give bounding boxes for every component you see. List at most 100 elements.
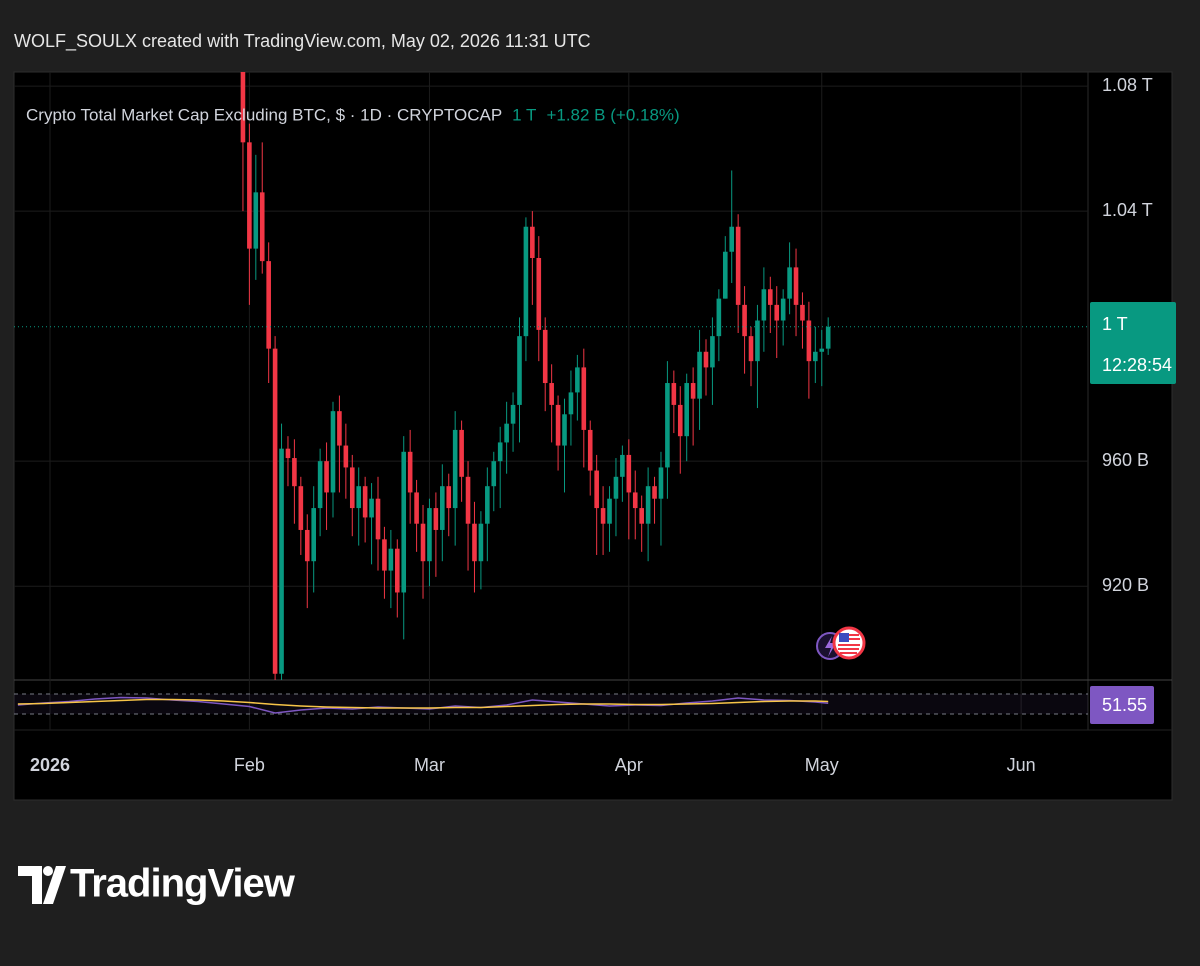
candle-body: [491, 461, 497, 487]
candle-body: [317, 461, 323, 509]
candle-body: [729, 226, 735, 252]
chart-panel: [13, 71, 1173, 801]
candle-body: [774, 304, 780, 321]
rsi-line: [17, 698, 829, 709]
candle-body: [292, 458, 297, 487]
candle-body: [427, 508, 432, 562]
candle-body: [626, 454, 632, 493]
candle-body: [298, 486, 304, 530]
candle-body: [311, 508, 316, 562]
x-tick-label: Jun: [1007, 755, 1036, 775]
countdown: 12:28:54: [1102, 355, 1172, 375]
candle-body: [407, 451, 413, 493]
candle-body: [819, 348, 825, 352]
candle-body: [452, 429, 458, 509]
candle-body: [710, 336, 715, 368]
candle-body: [787, 267, 792, 299]
legend: Crypto Total Market Cap Excluding BTC, $…: [26, 105, 680, 124]
rsi-label-value: 51.55: [1102, 695, 1147, 715]
rsi-band-fill: [14, 694, 1088, 714]
candle-body: [742, 304, 747, 337]
candle-body: [433, 508, 439, 530]
candle-body: [478, 523, 484, 562]
rsi-line: [17, 696, 829, 714]
candle-body: [388, 548, 394, 571]
candle-body: [459, 429, 464, 477]
logo: TradingView: [18, 862, 297, 906]
candle-body: [510, 404, 516, 424]
candle-body: [523, 226, 529, 337]
candle-body: [703, 351, 709, 368]
y-tick-label: 920 B: [1102, 575, 1149, 595]
candle-body: [285, 448, 291, 459]
candle-body: [658, 467, 664, 499]
candle-body: [240, 72, 246, 143]
axes: 920 B 960 B 1.04 T 1.08 T 2026 Feb Mar Apr May Ju…: [30, 75, 1153, 775]
candle-body: [382, 539, 387, 571]
candle-body: [813, 351, 818, 362]
x-tick-label: Mar: [414, 755, 445, 775]
candle-body: [472, 523, 477, 562]
candle-body: [793, 267, 799, 305]
candle-body: [575, 367, 580, 393]
candles: [14, 72, 1088, 680]
candle-body: [485, 486, 490, 524]
candle-body: [369, 498, 374, 518]
candle-body: [375, 498, 381, 540]
candle-body: [690, 383, 696, 399]
candle-body: [677, 404, 683, 437]
candle-body: [671, 383, 677, 405]
legend-change: +1.82 B (+0.18%): [546, 105, 679, 124]
candle-body: [337, 411, 342, 446]
grid: [14, 72, 1088, 730]
candle-body: [324, 461, 329, 493]
y-tick-label: 1.08 T: [1102, 75, 1153, 95]
rsi-label-box: [1090, 686, 1154, 724]
logo-slash: [43, 866, 66, 904]
candle-body: [825, 326, 831, 349]
candle-body: [530, 226, 535, 258]
candle-body: [716, 298, 722, 337]
candle-body: [780, 298, 786, 321]
candle-body: [607, 498, 612, 524]
header: WOLF_SOULX created with TradingView.com,…: [14, 31, 591, 52]
candle-body: [279, 448, 284, 674]
flag-stripes: [838, 634, 860, 654]
candle-body: [420, 523, 426, 562]
candle-body: [748, 336, 754, 362]
candle-body: [440, 486, 445, 530]
candle-body: [652, 486, 657, 499]
x-tick-label: Feb: [234, 755, 265, 775]
candle-body: [394, 548, 400, 593]
candle-body: [465, 476, 471, 524]
candle-body: [542, 329, 548, 384]
candle-body: [266, 261, 271, 349]
candle-body: [665, 383, 670, 468]
candle-body: [349, 467, 355, 509]
candle-body: [645, 486, 651, 524]
candle-body: [555, 404, 561, 446]
candle-body: [343, 445, 349, 468]
candle-body: [735, 226, 741, 305]
x-tick-label: 2026: [30, 755, 70, 775]
candle-body: [247, 142, 252, 249]
y-tick-label: 1.04 T: [1102, 200, 1153, 220]
logo-mark: [18, 866, 42, 904]
event-icons: [816, 626, 866, 660]
candle-body: [684, 383, 689, 437]
logo-text: TradingView: [70, 862, 296, 906]
candle-body: [517, 336, 522, 405]
candle-body: [536, 257, 542, 330]
candle-body: [330, 411, 336, 493]
candle-body: [581, 367, 587, 430]
candle-body: [632, 492, 638, 509]
logo-dot: [43, 866, 53, 876]
candle-body: [639, 508, 644, 524]
price-label: 1 T 12:28:54: [1090, 302, 1176, 384]
candle-body: [761, 289, 767, 321]
candle-body: [613, 476, 619, 499]
candle-body: [304, 529, 310, 562]
candle-body: [446, 486, 452, 509]
x-tick-label: Apr: [615, 755, 643, 775]
